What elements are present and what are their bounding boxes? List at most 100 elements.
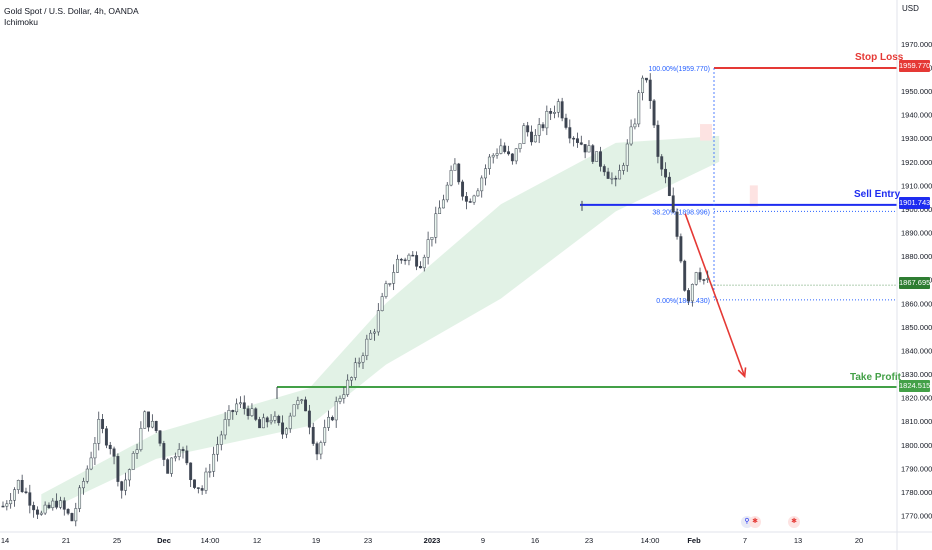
candle-body [158, 430, 162, 444]
candle-body [660, 156, 664, 170]
candle-body [242, 402, 246, 409]
x-tick-label: 20 [855, 536, 863, 545]
candle-body [514, 148, 518, 162]
candle-body [89, 457, 93, 470]
candle-body [445, 184, 449, 201]
candle-body [480, 177, 484, 192]
candle-body [273, 415, 277, 421]
y-tick-label: 1820.000 [901, 394, 932, 403]
stop-loss-label: Stop Loss [855, 52, 904, 63]
candle-body [238, 402, 242, 405]
us-flag-event-icon[interactable]: ✱ [749, 516, 761, 528]
candle-body [208, 471, 212, 473]
candle-body [683, 260, 687, 291]
candle-body [55, 500, 59, 508]
candle-body [621, 165, 625, 171]
candle-body [491, 154, 495, 158]
y-tick-label: 1970.000 [901, 40, 932, 49]
indicator-label: Ichimoku [4, 17, 39, 27]
candle-body [426, 239, 430, 258]
candle-body [641, 77, 645, 94]
candle-body [66, 509, 70, 514]
candle-body [373, 331, 376, 334]
candle-body [338, 398, 342, 402]
candle-body [189, 462, 193, 481]
candle-body [28, 492, 32, 506]
candle-body [357, 361, 361, 364]
candle-body [216, 444, 219, 455]
candle-body [392, 272, 396, 284]
candle-body [20, 480, 24, 492]
candle-body [579, 142, 583, 145]
y-tick-label: 1840.000 [901, 346, 932, 355]
x-tick-label: 14:00 [641, 536, 660, 545]
candle-body [380, 296, 384, 311]
candle-body [258, 419, 262, 429]
candle-body [411, 254, 415, 257]
candle-body [162, 443, 166, 460]
candle-body [219, 434, 223, 445]
stop-loss-price-tag: 1959.770 [899, 60, 931, 72]
candle-body [139, 428, 143, 450]
candle-body [97, 419, 101, 444]
candle-body [254, 408, 258, 420]
candle-body [549, 111, 553, 114]
candle-body [441, 199, 445, 209]
candle-body [124, 479, 128, 491]
candle-body [698, 272, 702, 280]
candle-body [415, 255, 419, 267]
candle-body [300, 399, 304, 402]
x-tick-label: 23 [585, 536, 593, 545]
y-tick-label: 1810.000 [901, 417, 932, 426]
candle-body [564, 117, 568, 128]
projection-arrow-head [737, 367, 747, 379]
candle-body [530, 131, 533, 143]
candle-body [468, 201, 472, 203]
candle-body [150, 420, 154, 428]
candle-body [185, 450, 189, 464]
candle-body [51, 500, 55, 509]
candle-body [438, 207, 442, 214]
candle-body [212, 453, 216, 472]
candle-body [277, 415, 281, 424]
candle-body [108, 444, 112, 450]
candle-body [246, 408, 250, 416]
fib-label: 38.20%(1898.996) [652, 209, 710, 216]
candle-body [388, 283, 392, 285]
candle-body [671, 195, 675, 213]
candle-body [533, 135, 537, 143]
candle-body [591, 145, 595, 162]
candle-body [495, 153, 499, 156]
candle-body [204, 471, 208, 491]
candle-body [667, 176, 671, 196]
ichimoku-cloud [41, 135, 720, 514]
candle-body [39, 512, 43, 515]
candle-body [32, 505, 36, 511]
candle-body [1, 505, 5, 508]
candle-body [614, 177, 618, 180]
candle-body [177, 449, 181, 457]
candle-body [261, 417, 265, 429]
candle-body [518, 143, 522, 149]
fib-label: 100.00%(1959.770) [649, 66, 711, 73]
candle-body [281, 422, 285, 435]
candle-body [664, 168, 668, 178]
y-tick-label: 1910.000 [901, 181, 932, 190]
candle-body [361, 355, 365, 363]
take-profit-label: Take Profit [850, 372, 901, 383]
candle-body [637, 92, 641, 125]
candle-body [170, 457, 173, 474]
candle-body [334, 401, 338, 421]
candle-body [702, 279, 706, 281]
candle-body [346, 379, 350, 395]
candle-body [376, 310, 380, 333]
y-tick-label: 1800.000 [901, 441, 932, 450]
us-flag-event-icon-2[interactable]: ✱ [788, 516, 800, 528]
y-tick-label: 1790.000 [901, 464, 932, 473]
x-tick-label: 14:00 [201, 536, 220, 545]
candle-body [610, 177, 614, 180]
candle-body [200, 488, 204, 491]
candle-body [323, 427, 327, 443]
candle-body [85, 468, 89, 482]
